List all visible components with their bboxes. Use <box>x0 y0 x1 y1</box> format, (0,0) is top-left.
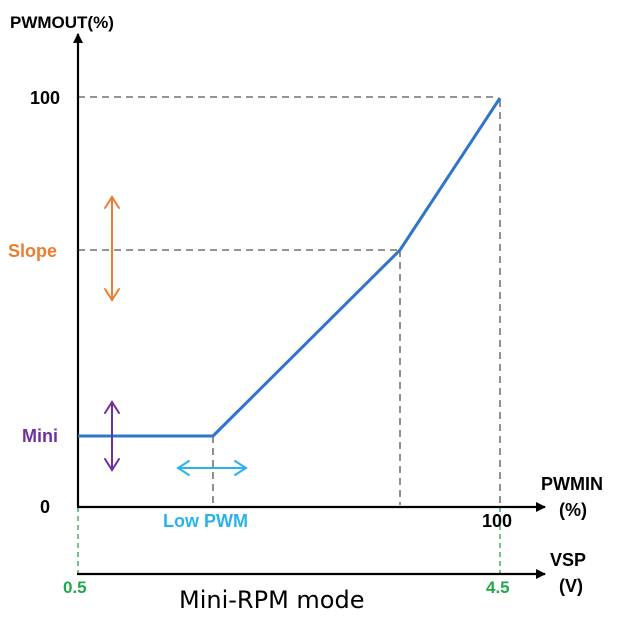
vsp-label-line1: VSP <box>550 550 586 570</box>
pwm-transfer-curve <box>78 97 502 438</box>
y-tick-100: 100 <box>30 88 60 108</box>
low-pwm-adjust-arrow-icon <box>176 460 248 476</box>
axes <box>73 33 546 579</box>
mini-label: Mini <box>22 426 58 446</box>
vsp-min-tick: 0.5 <box>63 578 87 597</box>
x-axis-label-line1: PWMIN <box>541 474 603 494</box>
y-axis-label: PWMOUT(%) <box>10 13 114 32</box>
slope-adjust-arrow-icon <box>104 195 120 302</box>
x-tick-100: 100 <box>482 511 512 531</box>
y-tick-0: 0 <box>40 497 50 517</box>
x-axis-label-line2: (%) <box>559 500 587 520</box>
slope-label: Slope <box>8 241 57 261</box>
vsp-label-line2: (V) <box>559 576 583 596</box>
dashed-guides <box>78 96 501 505</box>
vsp-max-tick: 4.5 <box>486 578 510 597</box>
vsp-connectors <box>77 507 501 574</box>
low-pwm-label: Low PWM <box>163 511 248 531</box>
mini-adjust-arrow-icon <box>104 400 120 472</box>
diagram-caption: Mini-RPM mode <box>179 586 364 614</box>
